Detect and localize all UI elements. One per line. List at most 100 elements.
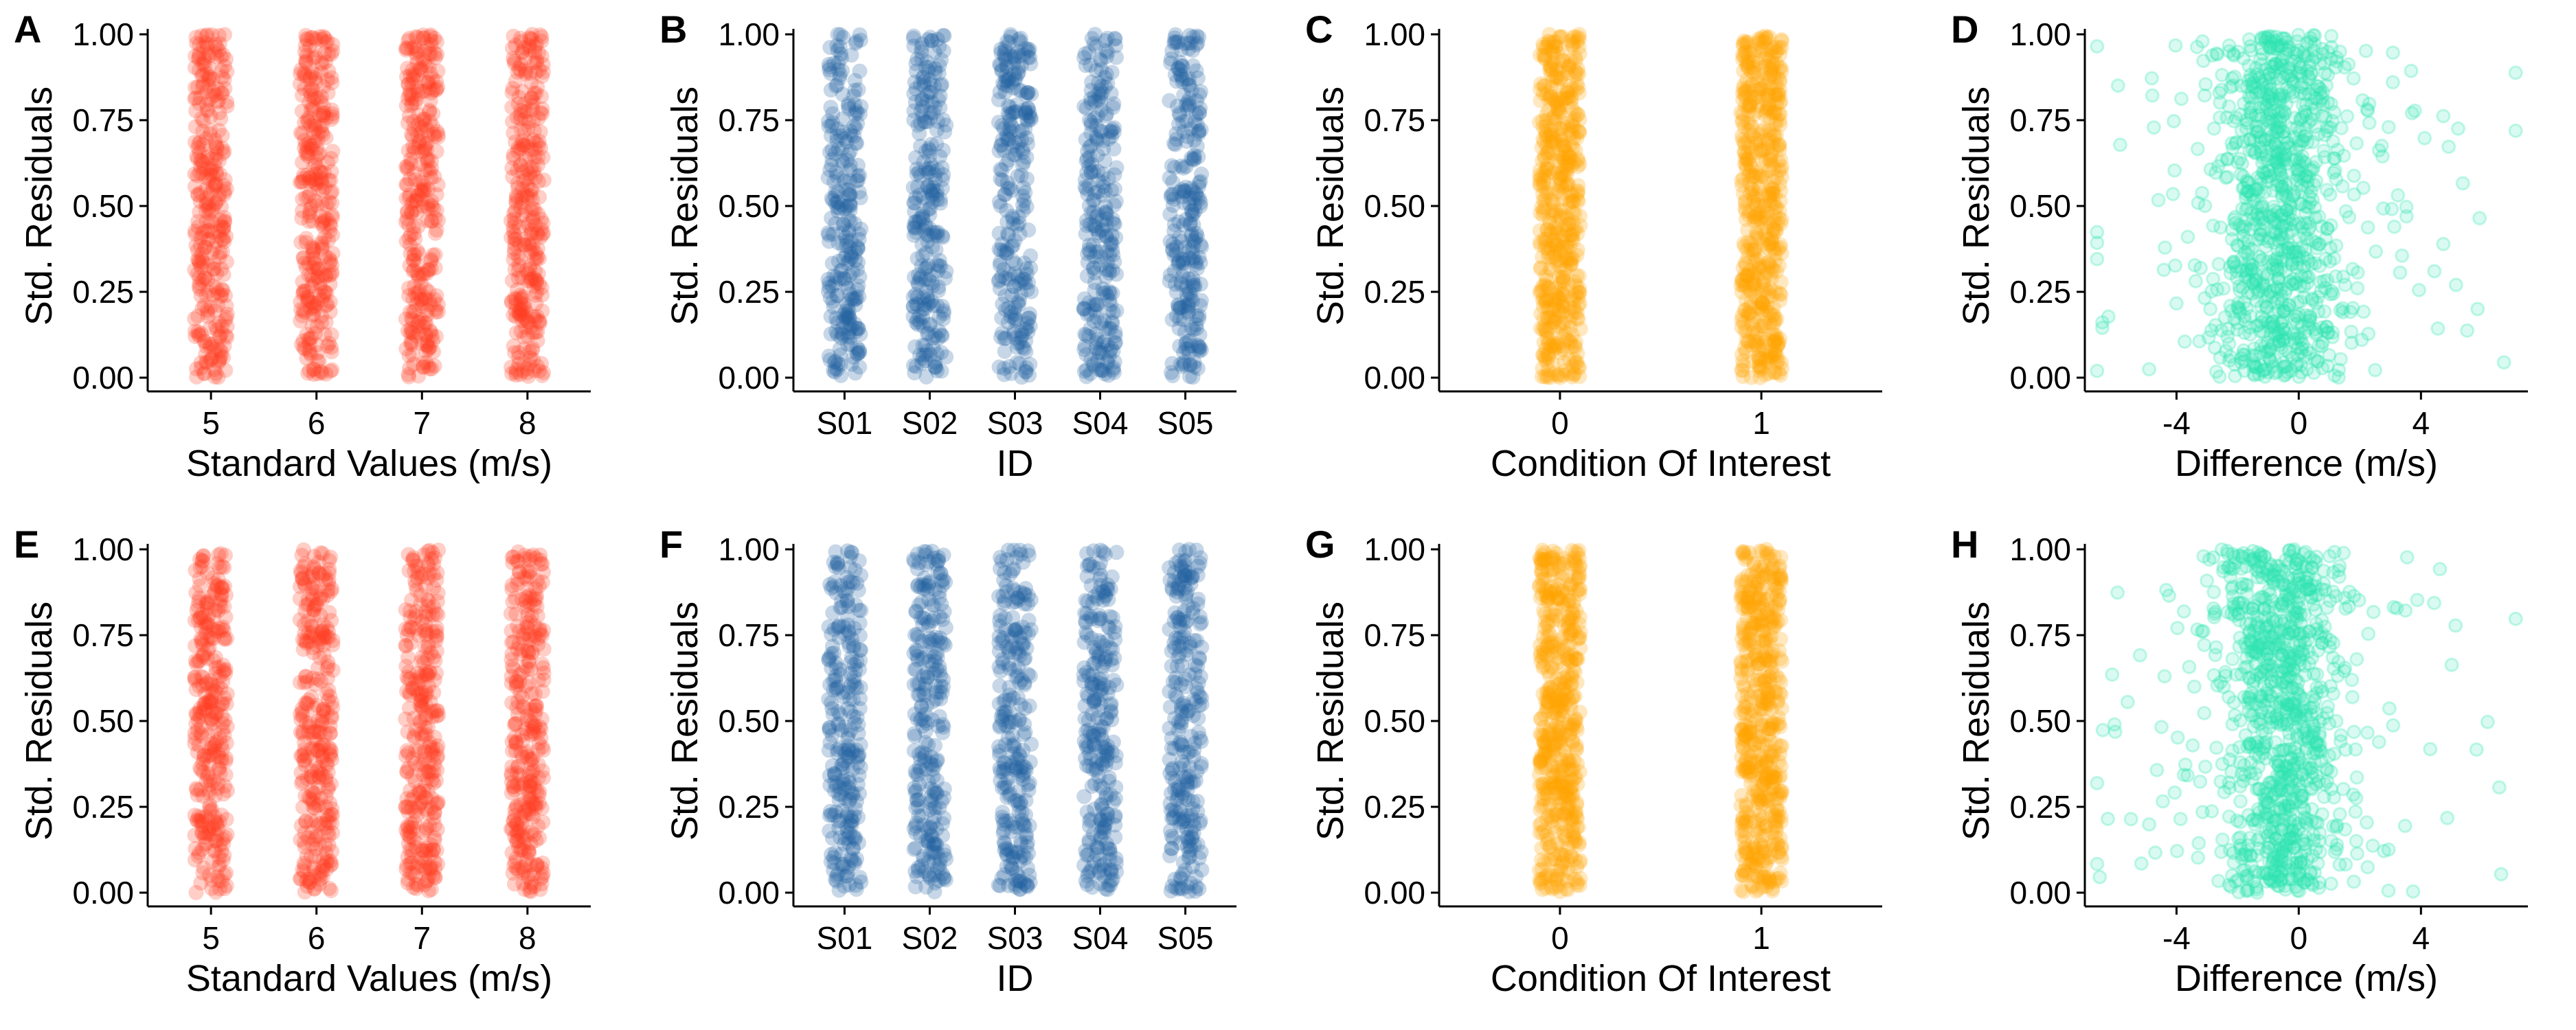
data-point — [212, 329, 228, 345]
data-point — [2090, 253, 2103, 266]
data-point — [209, 139, 225, 154]
data-point — [302, 69, 318, 84]
data-point — [218, 298, 234, 314]
data-point — [1191, 126, 1206, 142]
data-point — [2198, 292, 2211, 305]
data-point — [210, 94, 225, 109]
data-point — [209, 166, 225, 182]
data-point — [1181, 304, 1196, 319]
data-point — [305, 308, 321, 323]
data-point — [216, 72, 232, 87]
data-point — [997, 187, 1013, 203]
data-point — [187, 262, 203, 277]
data-point — [306, 101, 321, 117]
data-point — [1008, 312, 1024, 328]
data-point — [422, 361, 438, 377]
data-point — [216, 144, 232, 159]
data-point — [308, 172, 324, 188]
data-point — [300, 167, 315, 183]
data-point — [924, 33, 940, 49]
data-point — [1105, 362, 1121, 378]
x-tick-label: S04 — [1072, 405, 1129, 441]
data-point — [420, 213, 436, 229]
data-point — [212, 342, 227, 358]
data-point — [306, 251, 322, 266]
data-point — [2197, 54, 2210, 67]
data-point — [317, 284, 332, 300]
data-point — [219, 319, 235, 334]
data-point — [188, 48, 203, 64]
data-point — [190, 308, 205, 324]
data-point — [2336, 180, 2349, 193]
data-point — [215, 222, 231, 238]
data-point — [193, 288, 209, 304]
data-point — [208, 280, 224, 296]
data-point — [2385, 203, 2398, 216]
data-point — [192, 46, 207, 62]
data-point — [1166, 263, 1182, 279]
data-point — [1168, 126, 1184, 141]
data-point — [188, 323, 203, 339]
data-point — [295, 126, 310, 141]
data-point — [307, 194, 323, 209]
data-point — [218, 288, 234, 304]
y-tick-label: 0.25 — [718, 274, 780, 310]
data-point — [917, 353, 933, 369]
data-point — [195, 67, 211, 82]
data-point — [1533, 170, 1549, 185]
x-tick-label: 8 — [519, 405, 536, 441]
data-point — [2350, 137, 2363, 150]
data-point — [304, 65, 319, 81]
data-point — [997, 331, 1013, 347]
data-point — [195, 254, 211, 270]
data-point — [508, 325, 524, 341]
data-point — [906, 227, 922, 243]
data-point — [1087, 185, 1103, 201]
data-point — [199, 339, 214, 354]
data-point — [1752, 214, 1768, 229]
data-point — [302, 345, 317, 360]
data-point — [302, 174, 317, 190]
data-point — [204, 151, 220, 167]
data-point — [2362, 221, 2375, 234]
data-point — [993, 254, 1008, 270]
data-point — [1735, 85, 1750, 101]
data-point — [301, 214, 317, 229]
x-tick-label: S05 — [1157, 405, 1214, 441]
data-point — [214, 199, 229, 215]
data-point — [212, 36, 227, 52]
data-point — [199, 287, 214, 303]
data-point — [2347, 170, 2360, 182]
data-point — [422, 80, 438, 96]
data-point — [192, 95, 207, 111]
data-point — [410, 285, 426, 301]
data-point — [415, 27, 431, 43]
data-point — [2405, 65, 2417, 78]
data-point — [316, 79, 332, 95]
data-point — [205, 288, 221, 303]
data-point — [1555, 367, 1571, 383]
data-point — [191, 328, 207, 343]
data-point — [205, 181, 221, 197]
data-point — [1096, 141, 1111, 157]
y-tick-label: 0.75 — [718, 102, 780, 138]
data-point — [203, 163, 219, 179]
data-point — [293, 62, 309, 78]
data-point — [192, 256, 207, 272]
data-point — [313, 93, 329, 109]
data-point — [196, 297, 212, 313]
data-point — [1533, 260, 1548, 276]
data-point — [302, 331, 318, 347]
data-point — [199, 102, 215, 117]
data-point — [2450, 278, 2463, 291]
data-point — [311, 262, 327, 277]
data-point — [197, 58, 213, 73]
data-point — [208, 176, 223, 192]
data-point — [207, 196, 223, 211]
data-point — [840, 336, 855, 352]
data-point — [1772, 74, 1788, 90]
data-point — [842, 197, 858, 213]
data-point — [199, 40, 215, 56]
data-point — [203, 352, 219, 367]
